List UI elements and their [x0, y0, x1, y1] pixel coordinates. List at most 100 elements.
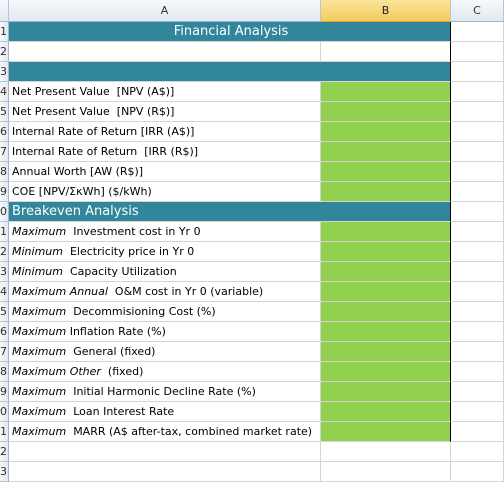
cell-c[interactable] [451, 262, 504, 282]
cell-c[interactable] [451, 162, 504, 182]
cell-a[interactable]: Maximum Inflation Rate (%) [9, 322, 321, 342]
row-header[interactable]: 17 [0, 342, 9, 362]
result-cell[interactable] [321, 362, 451, 382]
column-header-a[interactable]: A [9, 0, 321, 22]
cell-c[interactable] [451, 102, 504, 122]
table-row: Net Present Value [NPV (A$)] [9, 82, 504, 102]
cell-b[interactable] [321, 462, 451, 482]
row-header[interactable]: 23 [0, 462, 9, 482]
cell-c[interactable] [451, 282, 504, 302]
cell-c[interactable] [451, 202, 504, 222]
cell-c[interactable] [451, 222, 504, 242]
result-cell[interactable] [321, 242, 451, 262]
cell-c[interactable] [451, 42, 504, 62]
row-header[interactable]: 4 [0, 82, 9, 102]
cell-c[interactable] [451, 402, 504, 422]
row-header[interactable]: 18 [0, 362, 9, 382]
cell-a[interactable] [9, 462, 321, 482]
cell-c[interactable] [451, 302, 504, 322]
result-cell[interactable] [321, 142, 451, 162]
row-header[interactable]: 19 [0, 382, 9, 402]
result-cell[interactable] [321, 302, 451, 322]
cell-a[interactable]: Maximum General (fixed) [9, 342, 321, 362]
result-cell[interactable] [321, 102, 451, 122]
cell-c[interactable] [451, 22, 504, 42]
cell-c[interactable] [451, 182, 504, 202]
row-header[interactable]: 15 [0, 302, 9, 322]
cell-a[interactable]: Maximum Investment cost in Yr 0 [9, 222, 321, 242]
row-header[interactable]: 20 [0, 402, 9, 422]
result-cell[interactable] [321, 162, 451, 182]
row-header[interactable]: 3 [0, 62, 9, 82]
cell-c[interactable] [451, 322, 504, 342]
row-header[interactable]: 5 [0, 102, 9, 122]
cell-a[interactable]: Annual Worth [AW (R$)] [9, 162, 321, 182]
cell-a[interactable]: Maximum Other (fixed) [9, 362, 321, 382]
cell-c[interactable] [451, 422, 504, 442]
cell-a[interactable]: Internal Rate of Return [IRR (R$)] [9, 142, 321, 162]
qualifier-text: Maximum [12, 385, 67, 398]
cell-a[interactable]: Maximum Decommisioning Cost (%) [9, 302, 321, 322]
row-header[interactable]: 13 [0, 262, 9, 282]
header-text: Financial Analysis [173, 24, 289, 39]
select-all-corner[interactable] [0, 0, 9, 22]
cell-a[interactable]: Internal Rate of Return [IRR (A$)] [9, 122, 321, 142]
cell-c[interactable] [451, 242, 504, 262]
cell-a[interactable]: Maximum Annual O&M cost in Yr 0 (variabl… [9, 282, 321, 302]
result-cell[interactable] [321, 282, 451, 302]
row-header[interactable]: 16 [0, 322, 9, 342]
result-cell[interactable] [321, 402, 451, 422]
row-header[interactable]: 14 [0, 282, 9, 302]
cell-a[interactable]: Net Present Value [NPV (A$)] [9, 82, 321, 102]
row-header[interactable]: 1 [0, 22, 9, 42]
cell-a[interactable] [9, 42, 321, 62]
row-header[interactable]: 10 [0, 202, 9, 222]
result-cell[interactable] [321, 322, 451, 342]
cell-a[interactable]: Maximum MARR (A$ after-tax, combined mar… [9, 422, 321, 442]
result-cell[interactable] [321, 262, 451, 282]
cell-c[interactable] [451, 62, 504, 82]
row-header[interactable]: 11 [0, 222, 9, 242]
row-number: 20 [0, 405, 7, 418]
row-header[interactable]: 6 [0, 122, 9, 142]
cell-c[interactable] [451, 442, 504, 462]
result-cell[interactable] [321, 342, 451, 362]
cell-a[interactable]: Maximum Loan Interest Rate [9, 402, 321, 422]
row-header[interactable]: 8 [0, 162, 9, 182]
cell-a[interactable]: COE [NPV/ΣκWh] ($/kWh) [9, 182, 321, 202]
cell-a[interactable] [9, 442, 321, 462]
metric-label: General (fixed) [66, 345, 156, 358]
table-row: Maximum Loan Interest Rate [9, 402, 504, 422]
cell-a[interactable]: Maximum Initial Harmonic Decline Rate (%… [9, 382, 321, 402]
result-cell[interactable] [321, 422, 451, 442]
sheet-title[interactable]: Financial Analysis [9, 22, 451, 42]
result-cell[interactable] [321, 82, 451, 102]
result-cell[interactable] [321, 122, 451, 142]
row-header[interactable]: 2 [0, 42, 9, 62]
cell-b[interactable] [321, 442, 451, 462]
row-header[interactable]: 12 [0, 242, 9, 262]
cell-c[interactable] [451, 142, 504, 162]
result-cell[interactable] [321, 222, 451, 242]
cell-c[interactable] [451, 462, 504, 482]
cell-c[interactable] [451, 362, 504, 382]
cell-c[interactable] [451, 342, 504, 362]
row-number: 19 [0, 385, 7, 398]
column-header-b[interactable]: B [321, 0, 451, 22]
cell-a[interactable]: Minimum Capacity Utilization [9, 262, 321, 282]
cell-a[interactable]: Minimum Electricity price in Yr 0 [9, 242, 321, 262]
cell-a[interactable] [9, 62, 451, 82]
cell-b[interactable] [321, 42, 451, 62]
cell-c[interactable] [451, 82, 504, 102]
row-header[interactable]: 7 [0, 142, 9, 162]
result-cell[interactable] [321, 382, 451, 402]
row-header[interactable]: 21 [0, 422, 9, 442]
cell-a[interactable]: Net Present Value [NPV (R$)] [9, 102, 321, 122]
result-cell[interactable] [321, 182, 451, 202]
row-header[interactable]: 9 [0, 182, 9, 202]
cell-c[interactable] [451, 382, 504, 402]
row-header[interactable]: 22 [0, 442, 9, 462]
column-header-c[interactable]: C [451, 0, 504, 22]
section-header[interactable]: Breakeven Analysis [9, 202, 451, 222]
cell-c[interactable] [451, 122, 504, 142]
